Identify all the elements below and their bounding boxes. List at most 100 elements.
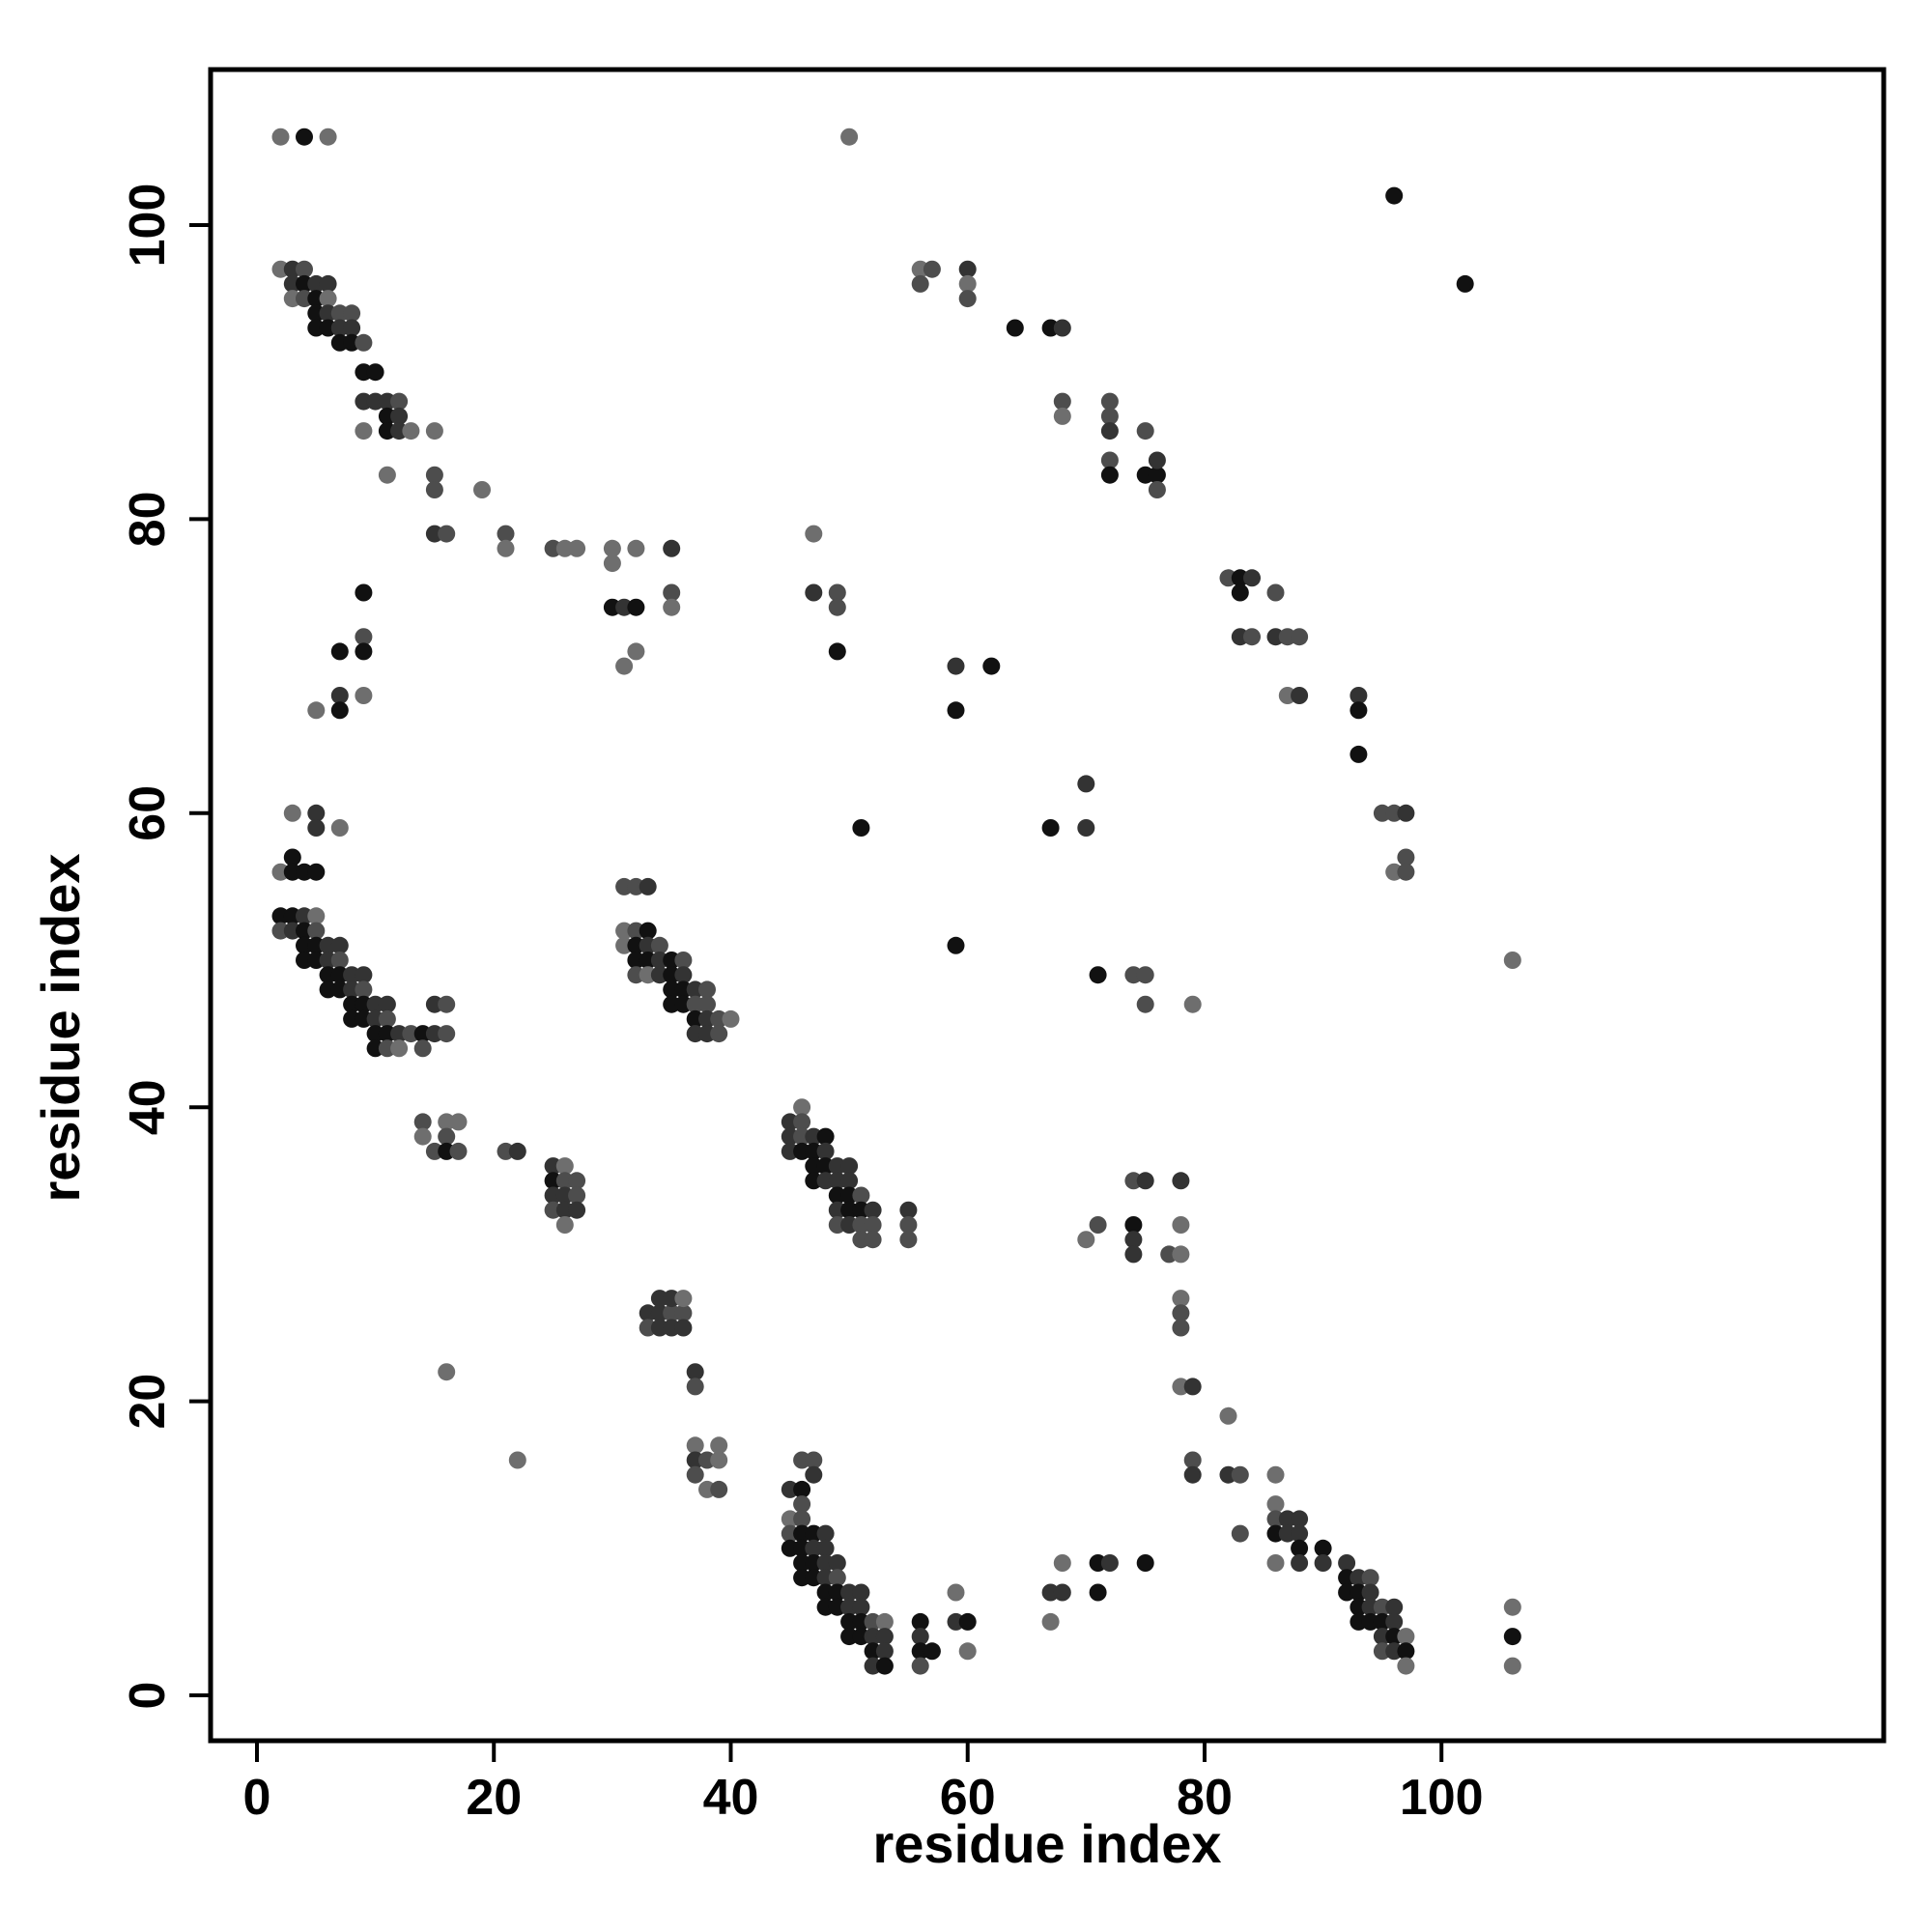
data-point-69 bbox=[355, 628, 373, 646]
data-point-3 bbox=[840, 128, 859, 146]
data-point-68 bbox=[355, 583, 373, 602]
data-point-73 bbox=[355, 687, 373, 704]
data-point-57 bbox=[663, 598, 681, 616]
data-point-185 bbox=[722, 1009, 740, 1028]
data-point-279 bbox=[864, 1612, 882, 1631]
data-point-272 bbox=[852, 1583, 870, 1602]
data-point-190 bbox=[650, 1304, 668, 1322]
data-point-40 bbox=[425, 422, 443, 440]
data-point-71 bbox=[355, 642, 373, 661]
data-point-209 bbox=[710, 1480, 728, 1498]
data-point-378 bbox=[1266, 1510, 1285, 1528]
data-point-368 bbox=[1172, 1378, 1190, 1396]
data-point-135 bbox=[425, 1142, 443, 1160]
data-point-44 bbox=[473, 481, 491, 498]
data-point-302 bbox=[958, 274, 977, 293]
data-point-181 bbox=[698, 995, 716, 1013]
data-point-232 bbox=[828, 1201, 846, 1219]
data-point-203 bbox=[710, 1436, 728, 1455]
data-point-242 bbox=[899, 1201, 918, 1219]
data-point-26 bbox=[343, 333, 361, 352]
data-point-56 bbox=[663, 583, 681, 602]
data-point-89 bbox=[271, 922, 290, 940]
data-point-413 bbox=[1503, 1657, 1521, 1675]
data-point-77 bbox=[307, 804, 326, 822]
data-point-398 bbox=[1373, 1598, 1391, 1616]
data-point-201 bbox=[686, 1378, 704, 1396]
data-point-342 bbox=[982, 657, 1001, 675]
data-point-416 bbox=[1041, 1612, 1060, 1631]
data-point-91 bbox=[296, 922, 313, 940]
data-point-1 bbox=[296, 128, 313, 146]
data-point-289 bbox=[911, 1612, 929, 1631]
data-point-346 bbox=[1077, 819, 1095, 837]
data-point-277 bbox=[840, 1612, 859, 1631]
data-point-220 bbox=[816, 1142, 835, 1160]
data-point-369 bbox=[1183, 1378, 1202, 1396]
data-point-6 bbox=[271, 260, 290, 278]
data-point-228 bbox=[840, 1172, 859, 1190]
data-point-120 bbox=[402, 1025, 420, 1043]
data-point-363 bbox=[1172, 1245, 1190, 1264]
data-point-138 bbox=[497, 1142, 515, 1160]
data-point-351 bbox=[1136, 966, 1154, 984]
data-point-364 bbox=[1172, 1216, 1190, 1234]
y-axis-title: residue index bbox=[30, 853, 91, 1202]
data-point-322 bbox=[1231, 583, 1249, 602]
data-point-336 bbox=[1397, 804, 1415, 822]
data-point-293 bbox=[911, 1657, 929, 1675]
data-point-126 bbox=[390, 1039, 409, 1058]
data-point-217 bbox=[781, 1142, 799, 1160]
data-point-160 bbox=[615, 936, 634, 954]
data-point-358 bbox=[1124, 1231, 1143, 1249]
data-point-310 bbox=[1100, 407, 1119, 425]
data-point-300 bbox=[911, 274, 929, 293]
data-point-409 bbox=[1397, 1642, 1415, 1661]
data-point-59 bbox=[615, 598, 634, 616]
data-point-402 bbox=[1373, 1612, 1391, 1631]
data-point-281 bbox=[840, 1628, 859, 1646]
data-point-229 bbox=[828, 1186, 846, 1205]
data-point-175 bbox=[674, 980, 693, 999]
data-point-307 bbox=[1053, 392, 1071, 411]
data-point-231 bbox=[852, 1186, 870, 1205]
data-point-355 bbox=[1136, 1172, 1154, 1190]
data-point-195 bbox=[674, 1290, 693, 1308]
data-point-365 bbox=[1172, 1290, 1190, 1308]
data-point-331 bbox=[1350, 687, 1368, 704]
data-point-72 bbox=[330, 687, 349, 704]
data-point-33 bbox=[390, 392, 409, 411]
data-point-224 bbox=[840, 1157, 859, 1176]
x-axis-title: residue index bbox=[872, 1813, 1221, 1874]
data-points bbox=[271, 128, 1521, 1675]
data-point-35 bbox=[390, 407, 409, 425]
data-point-344 bbox=[1077, 775, 1095, 793]
data-point-371 bbox=[1183, 1465, 1202, 1484]
data-point-113 bbox=[343, 1009, 361, 1028]
data-point-304 bbox=[1006, 319, 1024, 337]
data-point-129 bbox=[438, 995, 456, 1013]
data-point-401 bbox=[1361, 1612, 1379, 1631]
data-point-384 bbox=[1291, 1539, 1309, 1557]
data-point-313 bbox=[1100, 466, 1119, 484]
y-tick-label-3: 60 bbox=[120, 785, 176, 841]
data-point-116 bbox=[378, 1009, 396, 1028]
data-point-233 bbox=[840, 1201, 859, 1219]
data-point-404 bbox=[1373, 1628, 1391, 1646]
data-point-36 bbox=[355, 422, 373, 440]
data-point-107 bbox=[343, 980, 361, 999]
y-tick-label-1: 20 bbox=[120, 1374, 176, 1430]
data-point-199 bbox=[674, 1319, 693, 1337]
data-point-136 bbox=[438, 1142, 456, 1160]
x-tick-label-5: 100 bbox=[1400, 1770, 1484, 1826]
data-point-119 bbox=[390, 1025, 409, 1043]
data-point-386 bbox=[1291, 1554, 1309, 1572]
data-point-290 bbox=[911, 1628, 929, 1646]
data-point-385 bbox=[1266, 1554, 1285, 1572]
data-point-200 bbox=[686, 1363, 704, 1381]
y-tick-label-0: 0 bbox=[120, 1682, 176, 1710]
data-point-352 bbox=[1136, 995, 1154, 1013]
data-point-78 bbox=[307, 819, 326, 837]
data-point-4 bbox=[1385, 186, 1404, 205]
